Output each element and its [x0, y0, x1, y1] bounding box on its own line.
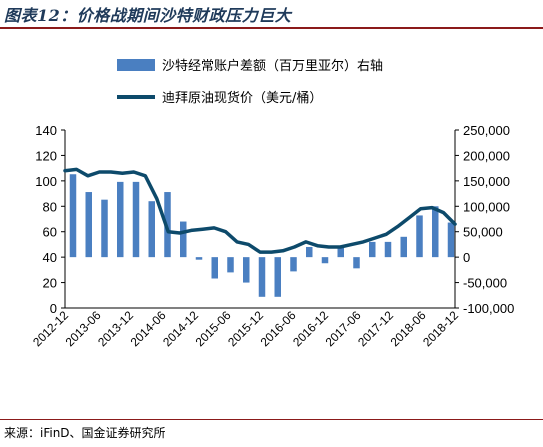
dubai-crude-price-line — [63, 167, 457, 254]
left-tick-label: 20 — [43, 276, 57, 291]
current-account-bar — [306, 246, 313, 258]
right-tick-label: 250,000 — [463, 123, 510, 138]
current-account-bar — [148, 201, 155, 258]
right-tick-label: 50,000 — [463, 225, 503, 240]
legend-bar-label: 沙特经常账户差额（百万里亚尔）右轴 — [162, 58, 383, 74]
current-account-bar — [447, 222, 455, 258]
current-account-bar — [369, 241, 376, 258]
current-account-bar — [211, 257, 218, 279]
current-account-bar — [132, 181, 140, 258]
right-tick-label: 0 — [463, 250, 470, 265]
title-rule — [0, 27, 543, 29]
right-tick-label: 200,000 — [463, 148, 510, 163]
legend-bar-swatch — [117, 59, 155, 71]
left-tick-label: 60 — [43, 225, 57, 240]
current-account-bar — [69, 174, 77, 258]
current-account-bar — [321, 257, 329, 264]
current-account-bar — [195, 257, 203, 260]
current-account-bar — [337, 246, 344, 258]
left-tick-label: 80 — [43, 199, 57, 214]
current-account-bar — [416, 215, 423, 258]
x-tick-label: 2018-12 — [420, 308, 461, 349]
left-tick-label: 0 — [50, 301, 57, 316]
right-tick-label: 150,000 — [463, 174, 510, 189]
current-account-bar — [117, 181, 124, 258]
footer-rule — [0, 419, 543, 420]
current-account-bar — [384, 241, 392, 258]
current-account-bar — [227, 257, 234, 273]
current-account-bar — [180, 221, 187, 258]
left-tick-label: 140 — [35, 123, 57, 138]
left-tick-label: 120 — [35, 148, 57, 163]
current-account-bar — [101, 199, 108, 258]
current-account-bar — [400, 236, 407, 258]
current-account-bar — [274, 257, 281, 297]
right-tick-label: 100,000 — [463, 199, 510, 214]
left-tick-label: 100 — [35, 174, 57, 189]
current-account-bar — [243, 257, 250, 283]
current-account-bar — [432, 206, 439, 258]
current-account-bar — [258, 257, 266, 297]
right-tick-label: -50,000 — [463, 276, 507, 291]
current-account-bar — [290, 257, 297, 272]
right-tick-label: -100,000 — [463, 301, 514, 316]
current-account-bar — [353, 257, 360, 269]
source-note: 来源：iFinD、国金证券研究所 — [4, 426, 166, 440]
current-account-bar — [85, 192, 92, 258]
chart-title: 图表12：价格战期间沙特财政压力巨大 — [4, 6, 292, 25]
legend-line-label: 迪拜原油现货价（美元/桶） — [162, 90, 322, 106]
left-tick-label: 40 — [43, 250, 57, 265]
